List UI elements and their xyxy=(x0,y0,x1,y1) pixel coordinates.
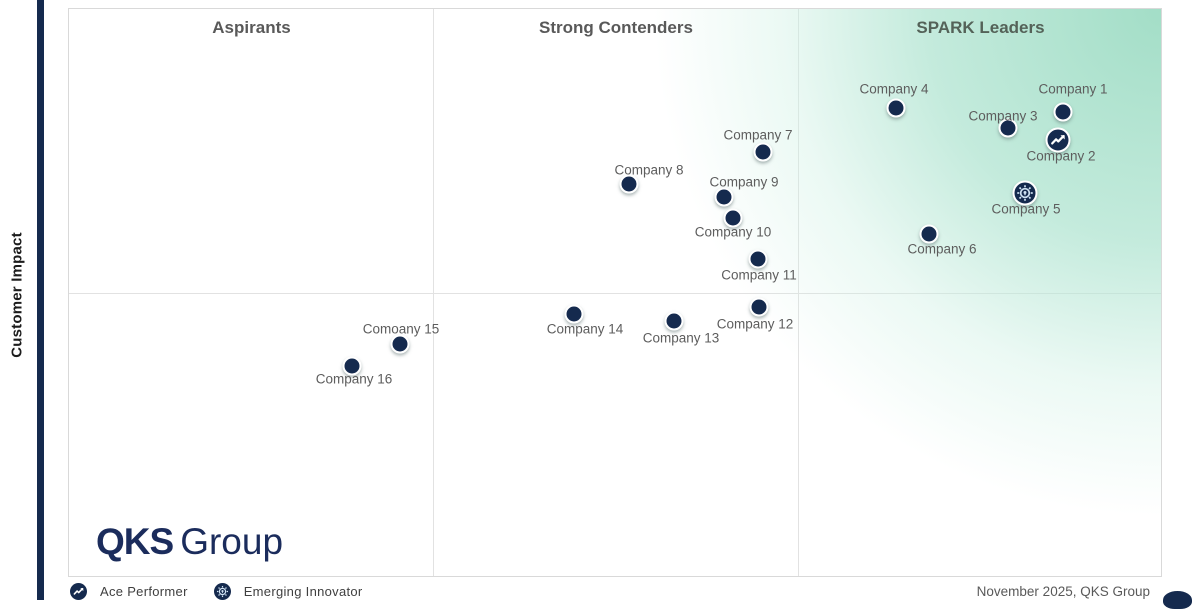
quadrant-title-strong-contenders: Strong Contenders xyxy=(539,18,693,37)
badge-legend: Ace Performer Emerging Innovator xyxy=(70,583,389,600)
company-point xyxy=(919,224,939,244)
ace-performer-point xyxy=(1045,127,1071,153)
company-point xyxy=(998,118,1018,138)
company-label: Company 5 xyxy=(991,201,1061,217)
company-label: Company 10 xyxy=(694,224,772,240)
company-label: Company 13 xyxy=(642,330,720,346)
company-label: Company 2 xyxy=(1026,148,1096,164)
emerging-innovator-point xyxy=(1012,180,1038,206)
company-point xyxy=(564,304,584,324)
footer-note: November 2025, QKS Group xyxy=(976,584,1150,599)
company-label: Company 3 xyxy=(968,108,1038,124)
company-label: Company 14 xyxy=(546,321,624,337)
company-label: Company 4 xyxy=(859,81,929,97)
company-point xyxy=(664,311,684,331)
logo-text-light: Group xyxy=(180,521,284,562)
points-layer: Company 1 Company 2 Company 3 Company 4 Comp… xyxy=(69,9,1161,576)
company-label: Company 11 xyxy=(721,267,797,283)
company-label: Company 7 xyxy=(723,127,793,143)
quadrant-title-aspirants: Aspirants xyxy=(212,18,291,37)
company-point xyxy=(886,98,906,118)
company-label: Company 12 xyxy=(716,316,794,332)
company-label: Company 9 xyxy=(709,174,779,190)
corner-logo-fragment xyxy=(1163,591,1192,609)
company-label: Company 1 xyxy=(1038,81,1108,97)
company-point xyxy=(714,187,734,207)
matrix-plot: Aspirants Strong Contenders SPARK Leader… xyxy=(68,8,1162,577)
company-label: Company 6 xyxy=(907,241,977,257)
ace-performer-label: Ace Performer xyxy=(100,584,188,599)
company-label: Company 8 xyxy=(614,162,684,178)
company-label: Comoany 15 xyxy=(362,321,440,337)
company-point xyxy=(619,174,639,194)
logo-text-bold: QKS xyxy=(96,521,174,562)
qks-group-logo: QKS Group xyxy=(96,521,283,563)
quadrant-title-spark-leaders: SPARK Leaders xyxy=(916,18,1045,37)
company-point xyxy=(390,334,410,354)
company-point xyxy=(723,208,743,228)
y-axis-label: Customer Impact xyxy=(8,232,26,358)
emerging-innovator-label: Emerging Innovator xyxy=(243,584,363,599)
ace-performer-icon xyxy=(70,583,87,600)
company-point xyxy=(342,356,362,376)
company-label: Company 16 xyxy=(315,371,393,387)
company-point xyxy=(749,297,769,317)
emerging-innovator-icon xyxy=(213,583,231,600)
company-point xyxy=(1053,102,1073,122)
accent-bar xyxy=(37,0,44,600)
company-point xyxy=(748,249,768,269)
company-point xyxy=(753,142,773,162)
